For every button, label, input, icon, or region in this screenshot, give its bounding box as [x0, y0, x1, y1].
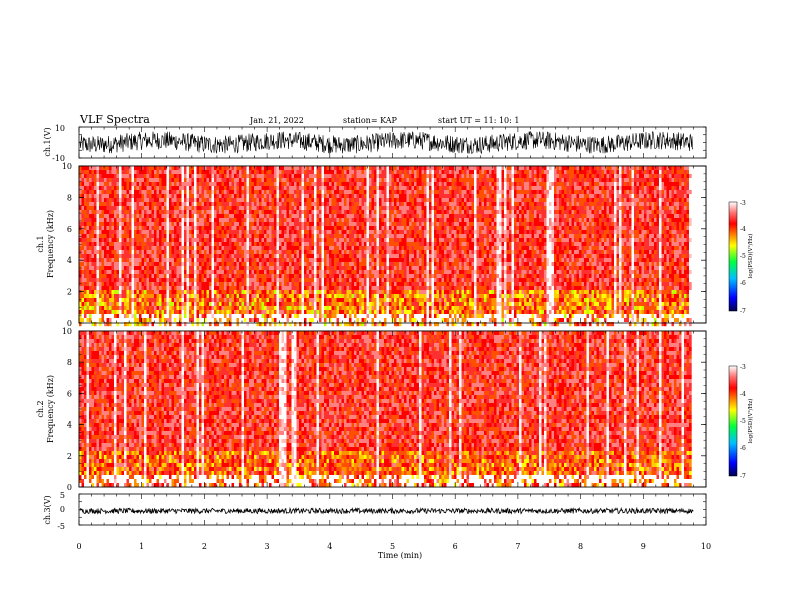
- time-tick-10: 10: [701, 542, 711, 551]
- time-tick-5: 5: [390, 542, 395, 551]
- ch3-ytick-top: 5: [60, 491, 65, 500]
- cb1-tick-2: -5: [740, 253, 746, 260]
- ch2-spec-ylabel-line1: ch.2: [36, 400, 45, 417]
- vlf-spectra-figure: VLF Spectra Jan. 21, 2022 station= KAP s…: [0, 0, 792, 612]
- time-tick-8: 8: [578, 542, 583, 551]
- ch2-spec-ylabel-line2: Frequency (kHz): [46, 375, 55, 443]
- time-tick-0: 0: [76, 542, 81, 551]
- ch1-ylabel: ch.1(V): [43, 127, 52, 156]
- cb2-tick-1: -4: [740, 391, 746, 398]
- ch1-colorbar: -3 -4 -5 -6 -7 log(PSD)(V²/Hz): [729, 200, 754, 315]
- spec1-yticks-label-2: 4: [67, 256, 72, 265]
- ch2-spectrogram-panel: 0 2 4 6 8 10 ch.2 Frequency (kHz): [36, 327, 706, 492]
- time-tick-9: 9: [641, 542, 646, 551]
- ch3-waveform-panel: 5 0 -5 ch.3(V): [43, 491, 706, 531]
- cb1-label: log(PSD)(V²/Hz): [747, 234, 754, 279]
- spec1-yticks-label-3: 6: [67, 225, 72, 234]
- spec2-yticks-label-3: 6: [67, 389, 72, 398]
- ch3-ytick-bottom: -5: [57, 522, 65, 531]
- spec2-yticks-label-1: 2: [67, 452, 72, 461]
- spec2-yticks-label-0: 0: [67, 483, 72, 492]
- station-label: station= KAP: [343, 116, 398, 125]
- time-tick-6: 6: [453, 542, 458, 551]
- spec1-yticks-label-1: 2: [67, 288, 72, 297]
- time-tick-3: 3: [265, 542, 270, 551]
- time-tick-7: 7: [515, 542, 520, 551]
- cb1-tick-1: -4: [740, 226, 746, 233]
- ch2-spectrogram-image: [79, 331, 692, 487]
- time-tick-2: 2: [202, 542, 207, 551]
- figure-title: VLF Spectra: [79, 113, 150, 126]
- cb2-tick-0: -3: [740, 364, 746, 371]
- ch1-waveform-panel: 10 -10 ch.1(V): [43, 124, 706, 163]
- cb2-label: log(PSD)(V²/Hz): [747, 399, 754, 444]
- cb1-tick-3: -6: [740, 280, 746, 287]
- cb2-tick-4: -7: [740, 473, 746, 480]
- time-tick-4: 4: [327, 542, 332, 551]
- ch1-spec-ylabel-line2: Frequency (kHz): [46, 210, 55, 278]
- ch2-colorbar: -3 -4 -5 -6 -7 log(PSD)(V²/Hz): [729, 364, 754, 480]
- cb1-tick-0: -3: [740, 200, 746, 207]
- ch3-ytick-mid: 0: [60, 505, 65, 514]
- time-tick-1: 1: [139, 542, 144, 551]
- ch1-spectrogram-image: [79, 166, 692, 326]
- date-label: Jan. 21, 2022: [249, 116, 304, 125]
- time-axis-label: Time (min): [378, 551, 422, 560]
- ch1-spec-ylabel-line1: ch.1: [36, 235, 45, 252]
- spec2-yticks-label-4: 8: [67, 358, 72, 367]
- time-axis-tick-labels: 0 1 2 3 4 5 6 7 8 9 10: [76, 542, 711, 551]
- spec1-yticks-label-5: 10: [62, 162, 72, 171]
- ch3-ylabel: ch.3(V): [43, 495, 52, 524]
- cb1-tick-4: -7: [740, 308, 746, 315]
- cb2-tick-3: -6: [740, 445, 746, 452]
- spec1-yticks-label-4: 8: [67, 193, 72, 202]
- spec2-yticks-label-2: 4: [67, 421, 72, 430]
- spec2-yticks-label-5: 10: [62, 327, 72, 336]
- ch1-ytick-top: 10: [55, 124, 65, 133]
- start-time-label: start UT = 11: 10: 1: [438, 116, 519, 125]
- cb2-tick-2: -5: [740, 418, 746, 425]
